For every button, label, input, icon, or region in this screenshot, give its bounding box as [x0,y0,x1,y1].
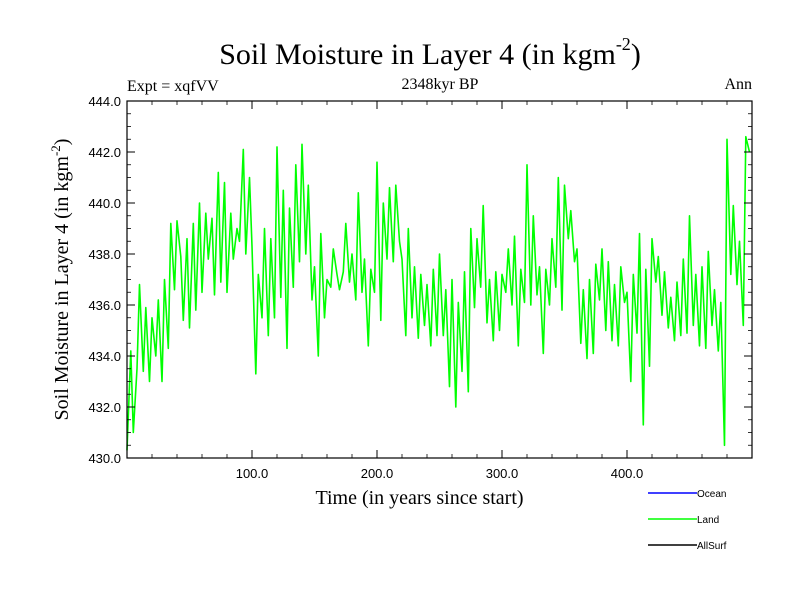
y-tick-label: 436.0 [88,298,121,313]
x-tick-label: 400.0 [611,466,644,481]
season-label: Ann [724,76,752,93]
x-axis-title: Time (in years since start) [315,487,523,509]
experiment-label: Expt = xqfVV [127,78,219,95]
x-tick-label: 100.0 [236,466,269,481]
y-tick-label: 444.0 [88,94,121,109]
x-tick-label: 200.0 [361,466,394,481]
chart-subtitle: 2348kyr BP [401,76,479,93]
legend-label-land: Land [697,515,719,526]
x-tick-label: 300.0 [486,466,519,481]
y-tick-label: 430.0 [88,451,121,466]
y-tick-label: 442.0 [88,145,121,160]
y-tick-label: 434.0 [88,349,121,364]
legend-label-ocean: Ocean [697,489,726,500]
chart-title: Soil Moisture in Layer 4 (in kgm-2) [219,34,641,71]
y-tick-label: 438.0 [88,247,121,262]
y-tick-label: 432.0 [88,400,121,415]
series-line-land [126,135,751,451]
y-axis-title: Soil Moisture in Layer 4 (in kgm-2) [48,139,73,421]
y-tick-label: 440.0 [88,196,121,211]
legend-label-allsurf: AllSurf [697,541,727,552]
